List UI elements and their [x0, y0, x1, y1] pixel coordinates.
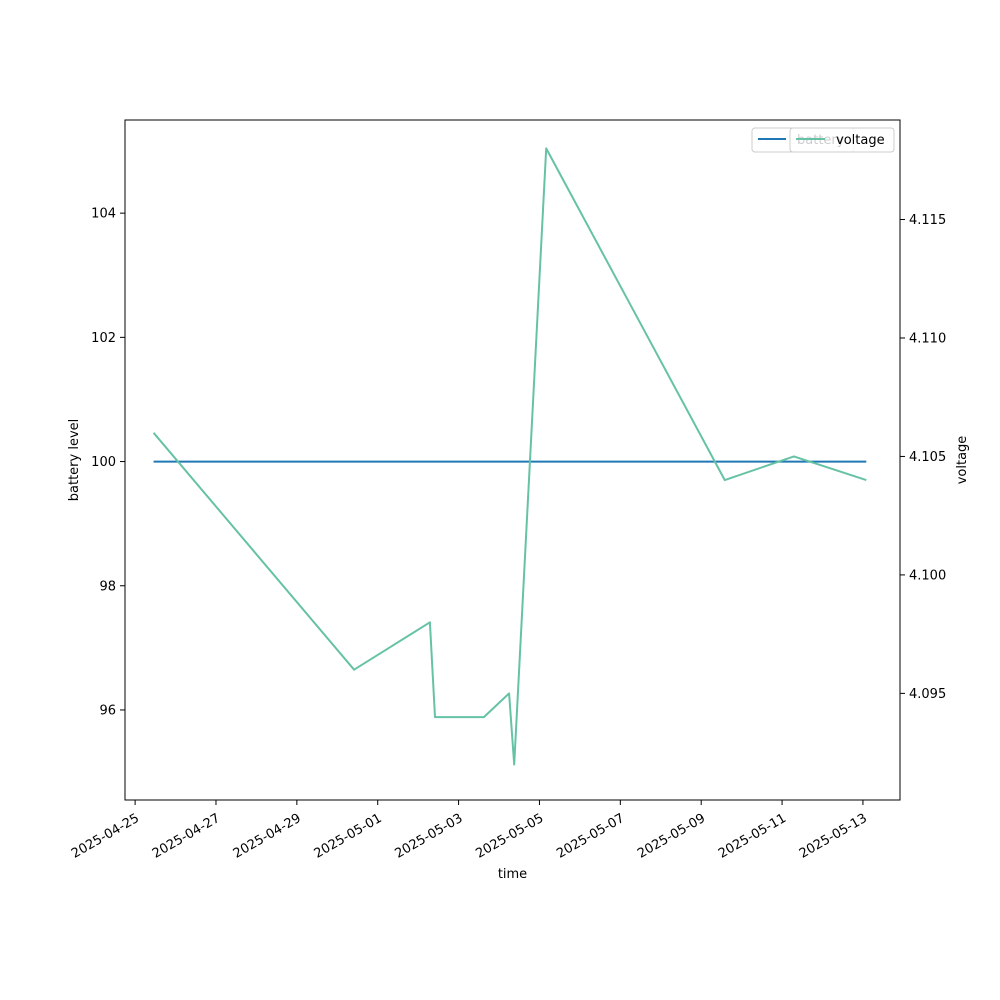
legend-voltage: voltage — [789, 127, 895, 153]
x-tick-label: 2025-04-29 — [231, 811, 304, 862]
left-y-axis-ticks: 96 98 100 102 104 — [91, 207, 125, 718]
axes-frame — [124, 119, 901, 801]
x-tick-label: 2025-05-11 — [716, 811, 789, 862]
x-axis-ticks: 2025-04-25 2025-04-27 2025-04-29 2025-05-01… — [69, 800, 870, 862]
right-y-axis-ticks: 4.095 4.100 4.105 4.110 4.115 — [900, 213, 946, 702]
right-y-tick-label: 4.100 — [909, 568, 946, 583]
x-tick-label: 2025-04-27 — [150, 811, 223, 862]
right-y-tick-label: 4.095 — [909, 687, 946, 702]
left-y-tick-label: 102 — [91, 331, 116, 346]
legend-voltage-label: voltage — [836, 133, 885, 148]
x-tick-label: 2025-05-07 — [554, 811, 627, 862]
x-tick-label: 2025-05-09 — [635, 811, 708, 862]
left-y-tick-label: 100 — [91, 455, 116, 470]
right-y-axis-label: voltage — [955, 436, 970, 485]
x-tick-label: 2025-05-13 — [797, 811, 870, 862]
left-y-axis-label: battery level — [67, 419, 82, 502]
right-y-tick-label: 4.105 — [909, 450, 946, 465]
series-layer — [152, 147, 867, 766]
legend-voltage-box — [789, 127, 895, 153]
x-tick-label: 2025-05-03 — [393, 811, 466, 862]
series-line-voltage — [152, 147, 867, 766]
right-y-tick-label: 4.110 — [909, 331, 946, 346]
x-tick-label: 2025-04-25 — [69, 811, 142, 862]
x-tick-label: 2025-05-05 — [473, 811, 546, 862]
left-y-tick-label: 96 — [99, 703, 116, 718]
left-y-tick-label: 98 — [99, 579, 116, 594]
x-axis-label: time — [498, 867, 527, 882]
left-y-tick-label: 104 — [91, 207, 116, 222]
right-y-tick-label: 4.115 — [909, 213, 946, 228]
x-tick-label: 2025-05-01 — [312, 811, 385, 862]
